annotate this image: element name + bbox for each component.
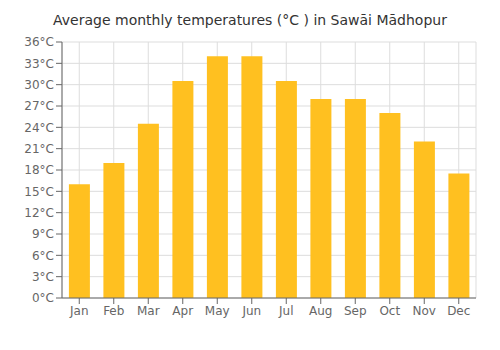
svg-text:Dec: Dec (447, 304, 470, 318)
svg-text:Oct: Oct (379, 304, 400, 318)
svg-text:Nov: Nov (413, 304, 436, 318)
svg-text:9°C: 9°C (32, 227, 54, 241)
svg-text:Feb: Feb (103, 304, 124, 318)
svg-text:18°C: 18°C (24, 163, 54, 177)
svg-text:6°C: 6°C (32, 249, 54, 263)
svg-text:15°C: 15°C (24, 185, 54, 199)
svg-text:Jul: Jul (278, 304, 293, 318)
html-text:Average monthly temperatures (: Average monthly temperatures (°C ) in Sa… (53, 12, 447, 28)
svg-text:33°C: 33°C (24, 57, 54, 71)
svg-text:0°C: 0°C (32, 291, 54, 305)
svg-text:30°C: 30°C (24, 78, 54, 92)
svg-text:Jan: Jan (69, 304, 89, 318)
svg-text:24°C: 24°C (24, 121, 54, 135)
svg-text:Apr: Apr (172, 304, 193, 318)
svg-text:36°C: 36°C (24, 35, 54, 49)
svg-text:Aug: Aug (309, 304, 332, 318)
svg-text:Sep: Sep (344, 304, 367, 318)
svg-text:Mar: Mar (137, 304, 160, 318)
svg-text:Jun: Jun (241, 304, 261, 318)
svg-text:May: May (205, 304, 230, 318)
svg-text:27°C: 27°C (24, 99, 54, 113)
svg-text:3°C: 3°C (32, 270, 54, 284)
svg-text:21°C: 21°C (24, 142, 54, 156)
svg-text:12°C: 12°C (24, 206, 54, 220)
